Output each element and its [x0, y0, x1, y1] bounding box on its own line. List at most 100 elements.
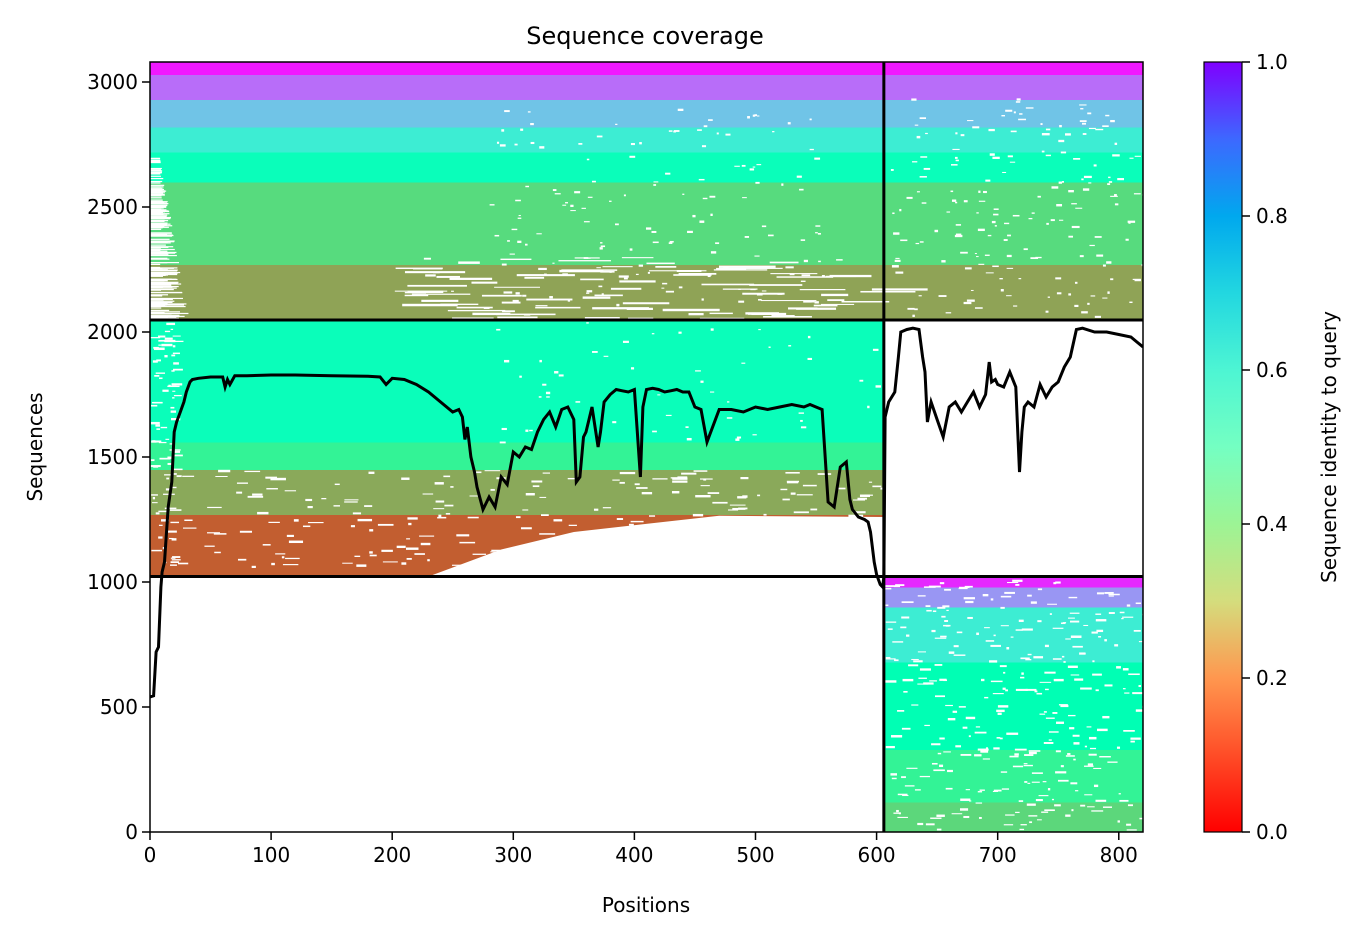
- gap-streak: [150, 252, 176, 254]
- gap-streak: [626, 552, 640, 555]
- gap-streak: [781, 183, 784, 186]
- gap-streak: [150, 232, 172, 234]
- gap-streak: [951, 199, 957, 202]
- gap-streak: [678, 331, 682, 334]
- gap-streak: [681, 472, 697, 475]
- gap-streak: [852, 511, 866, 514]
- gap-streak: [827, 299, 845, 302]
- gap-streak: [798, 530, 806, 532]
- gap-streak: [692, 214, 696, 218]
- gap-streak: [586, 322, 589, 324]
- gap-streak: [369, 529, 374, 532]
- gap-streak: [150, 305, 186, 308]
- gap-streak: [1071, 809, 1074, 812]
- gap-streak: [933, 769, 945, 772]
- gap-streak: [911, 704, 919, 706]
- gap-streak: [170, 521, 180, 524]
- gap-streak: [636, 487, 648, 489]
- gap-streak: [407, 284, 467, 287]
- gap-streak: [715, 242, 720, 245]
- gap-streak: [484, 470, 501, 472]
- gap-streak: [582, 296, 611, 299]
- gap-streak: [556, 563, 563, 566]
- gap-streak: [990, 598, 994, 601]
- gap-streak: [150, 194, 161, 196]
- gap-streak: [916, 191, 920, 193]
- gap-streak: [407, 517, 418, 520]
- gap-streak: [1087, 763, 1093, 766]
- gap-streak: [989, 153, 995, 156]
- gap-streak: [440, 303, 479, 306]
- gap-streak: [763, 316, 812, 318]
- gap-streak: [985, 272, 994, 274]
- gap-streak: [707, 492, 720, 494]
- gap-streak: [501, 427, 507, 431]
- gap-streak: [150, 186, 164, 188]
- gap-streak: [662, 282, 668, 285]
- gap-streak: [1118, 793, 1121, 795]
- gap-streak: [992, 790, 999, 792]
- gap-streak: [780, 488, 788, 491]
- gap-streak: [955, 233, 962, 236]
- gap-streak: [171, 538, 177, 541]
- gap-streak: [940, 635, 947, 638]
- gap-streak: [902, 794, 909, 797]
- gap-streak: [1108, 176, 1111, 179]
- gap-streak: [1068, 596, 1078, 599]
- gap-streak: [899, 208, 902, 212]
- gap-streak: [1028, 217, 1033, 220]
- gap-streak: [1098, 636, 1102, 638]
- gap-streak: [747, 116, 750, 119]
- gap-streak: [736, 520, 747, 522]
- gap-streak: [688, 313, 704, 316]
- gap-streak: [889, 658, 896, 660]
- gap-streak: [682, 193, 685, 195]
- gap-streak: [977, 791, 983, 793]
- gap-streak: [600, 245, 606, 248]
- colorbar-tick-label: 0.4: [1256, 512, 1288, 536]
- gap-streak: [499, 441, 506, 444]
- gap-streak: [1079, 652, 1086, 655]
- gap-streak: [1044, 644, 1049, 648]
- gap-streak: [555, 543, 570, 545]
- gap-streak: [1041, 133, 1050, 136]
- gap-streak: [171, 559, 181, 561]
- gap-streak: [835, 553, 850, 556]
- gap-streak: [742, 197, 747, 199]
- gap-streak: [651, 530, 663, 533]
- gap-streak: [939, 737, 945, 740]
- gap-streak: [699, 220, 705, 223]
- gap-streak: [583, 257, 589, 259]
- gap-streak: [897, 816, 908, 818]
- gap-streak: [993, 213, 999, 216]
- gap-streak: [1083, 175, 1092, 179]
- gap-streak: [592, 307, 649, 310]
- gap-streak: [1089, 747, 1097, 750]
- gap-streak: [150, 201, 168, 203]
- gap-streak: [150, 305, 167, 307]
- gap-streak: [357, 518, 373, 522]
- gap-streak: [665, 414, 672, 417]
- gap-streak: [150, 246, 169, 249]
- gap-streak: [757, 494, 761, 497]
- gap-streak: [915, 242, 920, 245]
- gap-streak: [150, 459, 155, 462]
- gap-streak: [598, 285, 603, 288]
- gap-streak: [1067, 753, 1071, 756]
- gap-streak: [798, 412, 804, 414]
- gap-streak: [996, 709, 1005, 713]
- gap-streak: [917, 683, 929, 685]
- gap-streak: [150, 247, 161, 249]
- gap-streak: [1047, 296, 1050, 298]
- gap-streak: [920, 156, 928, 158]
- gap-streak: [1023, 248, 1028, 251]
- gap-streak: [161, 343, 173, 347]
- gap-streak: [1055, 277, 1062, 280]
- gap-streak: [496, 141, 500, 144]
- gap-streak: [964, 585, 973, 588]
- gap-streak: [939, 678, 947, 681]
- gap-streak: [891, 777, 897, 780]
- gap-streak: [422, 493, 434, 495]
- gap-streak: [150, 269, 168, 271]
- gap-streak: [1043, 711, 1047, 713]
